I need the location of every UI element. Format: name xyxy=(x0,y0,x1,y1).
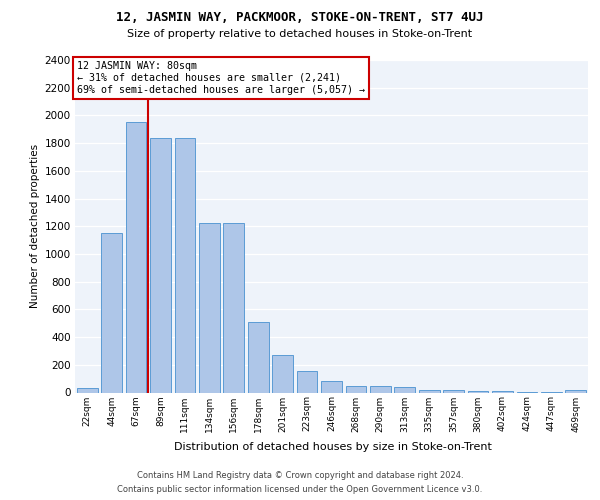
Bar xyxy=(443,390,464,392)
Bar xyxy=(394,387,415,392)
Text: 12 JASMIN WAY: 80sqm
← 31% of detached houses are smaller (2,241)
69% of semi-de: 12 JASMIN WAY: 80sqm ← 31% of detached h… xyxy=(77,62,365,94)
Bar xyxy=(272,355,293,393)
Text: Distribution of detached houses by size in Stoke-on-Trent: Distribution of detached houses by size … xyxy=(174,442,492,452)
Bar xyxy=(296,371,317,392)
Bar xyxy=(125,122,146,392)
Text: Size of property relative to detached houses in Stoke-on-Trent: Size of property relative to detached ho… xyxy=(127,29,473,39)
Bar xyxy=(150,138,171,392)
Bar xyxy=(223,224,244,392)
Text: Contains public sector information licensed under the Open Government Licence v3: Contains public sector information licen… xyxy=(118,484,482,494)
Bar xyxy=(248,322,269,392)
Bar xyxy=(199,224,220,392)
Bar xyxy=(77,388,98,392)
Bar xyxy=(419,390,440,392)
Bar xyxy=(346,386,367,392)
Text: 12, JASMIN WAY, PACKMOOR, STOKE-ON-TRENT, ST7 4UJ: 12, JASMIN WAY, PACKMOOR, STOKE-ON-TRENT… xyxy=(116,11,484,24)
Bar xyxy=(321,382,342,392)
Bar xyxy=(101,233,122,392)
Bar xyxy=(467,391,488,392)
Y-axis label: Number of detached properties: Number of detached properties xyxy=(31,144,40,308)
Bar xyxy=(370,386,391,392)
Text: Contains HM Land Registry data © Crown copyright and database right 2024.: Contains HM Land Registry data © Crown c… xyxy=(137,472,463,480)
Bar xyxy=(565,390,586,392)
Bar xyxy=(175,138,196,392)
